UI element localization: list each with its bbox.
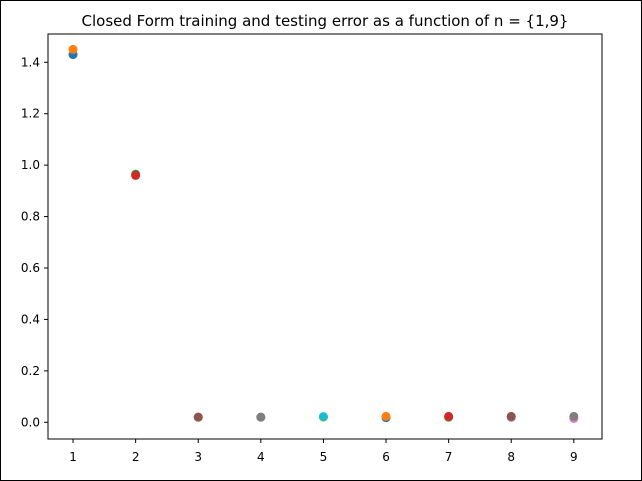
x-tick-label: 8: [507, 450, 515, 464]
x-tick-label: 6: [382, 450, 390, 464]
data-point: [131, 170, 141, 180]
y-tick-label: 0.4: [21, 312, 40, 326]
x-tick-label: 1: [69, 450, 77, 464]
x-tick-label: 3: [194, 450, 202, 464]
data-point: [381, 411, 391, 421]
data-point: [569, 411, 579, 421]
x-tick-label: 2: [132, 450, 140, 464]
data-points: [68, 44, 579, 423]
x-axis: 1 2 3 4 5 6 7 8 9: [69, 439, 578, 464]
y-axis: 0.0 0.2 0.4 0.6 0.8 1.0 1.2 1.4: [21, 55, 48, 429]
y-tick-label: 0.8: [21, 210, 40, 224]
y-tick-label: 1.4: [21, 55, 40, 69]
x-tick-label: 4: [257, 450, 265, 464]
data-point: [68, 44, 78, 54]
x-tick-label: 9: [570, 450, 578, 464]
data-point: [318, 412, 328, 422]
data-point: [256, 412, 266, 422]
plot-area: [47, 33, 603, 440]
data-point: [506, 411, 516, 421]
data-point: [444, 411, 454, 421]
x-tick-label: 5: [320, 450, 328, 464]
y-tick-label: 1.2: [21, 107, 40, 121]
chart-title: Closed Form training and testing error a…: [82, 12, 569, 30]
y-tick-label: 0.2: [21, 364, 40, 378]
y-tick-label: 1.0: [21, 158, 40, 172]
data-point: [193, 412, 203, 422]
y-tick-label: 0.0: [21, 415, 40, 429]
x-tick-label: 7: [445, 450, 453, 464]
y-tick-label: 0.6: [21, 261, 40, 275]
